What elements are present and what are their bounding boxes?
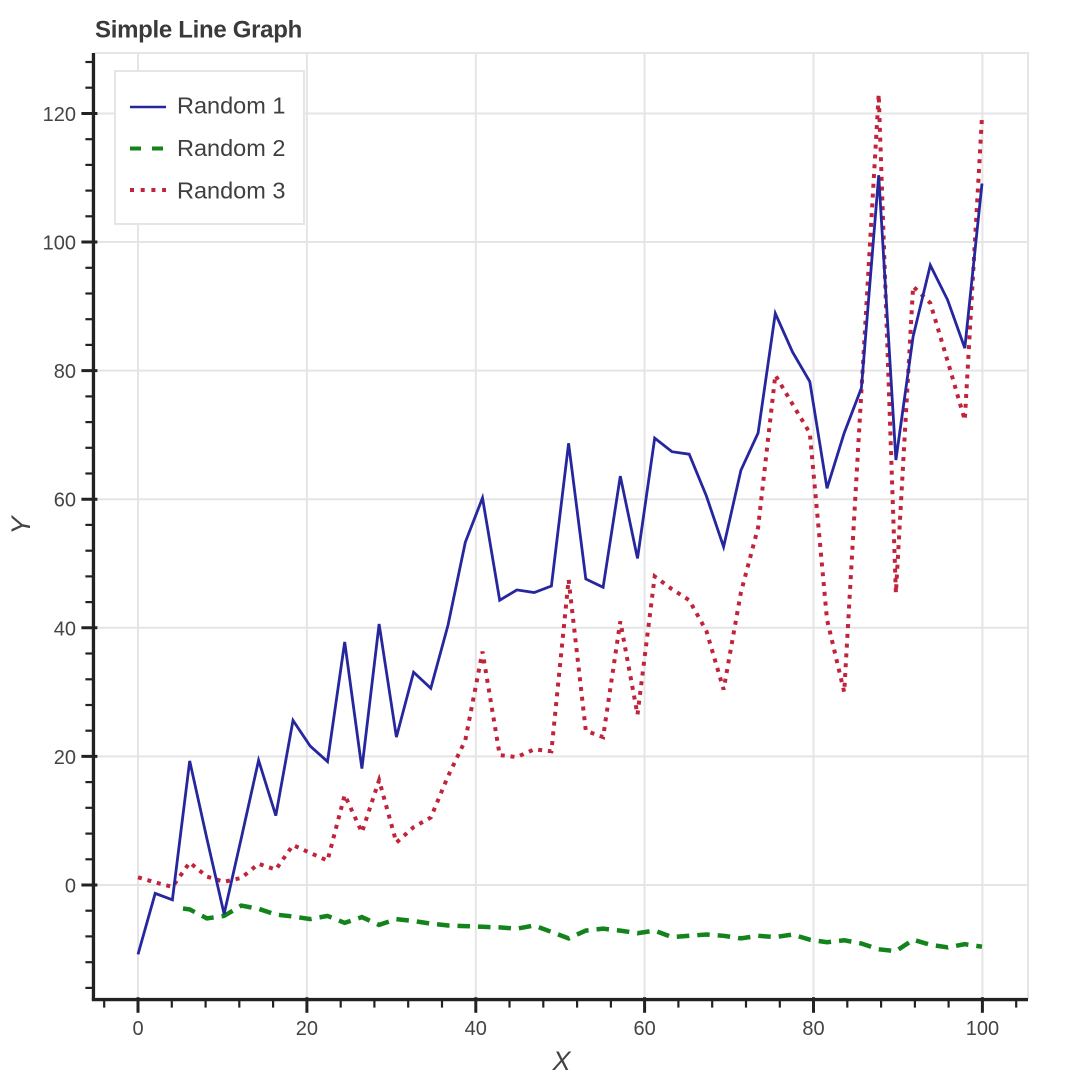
svg-text:20: 20: [54, 747, 76, 769]
svg-text:40: 40: [465, 1018, 487, 1040]
svg-text:Y: Y: [6, 515, 36, 535]
svg-text:20: 20: [296, 1018, 318, 1040]
svg-text:40: 40: [54, 618, 76, 640]
svg-text:120: 120: [43, 104, 76, 126]
svg-text:60: 60: [54, 490, 76, 512]
svg-text:Random 2: Random 2: [177, 135, 285, 161]
svg-text:Random 1: Random 1: [177, 93, 285, 119]
svg-text:60: 60: [633, 1018, 655, 1040]
svg-text:100: 100: [43, 233, 76, 255]
svg-text:0: 0: [132, 1018, 143, 1040]
svg-text:Random 3: Random 3: [177, 178, 285, 204]
svg-text:80: 80: [802, 1018, 824, 1040]
svg-text:100: 100: [966, 1018, 999, 1040]
svg-text:Simple Line Graph: Simple Line Graph: [95, 17, 302, 44]
svg-text:80: 80: [54, 361, 76, 383]
svg-text:X: X: [551, 1046, 571, 1076]
svg-text:0: 0: [65, 876, 76, 898]
